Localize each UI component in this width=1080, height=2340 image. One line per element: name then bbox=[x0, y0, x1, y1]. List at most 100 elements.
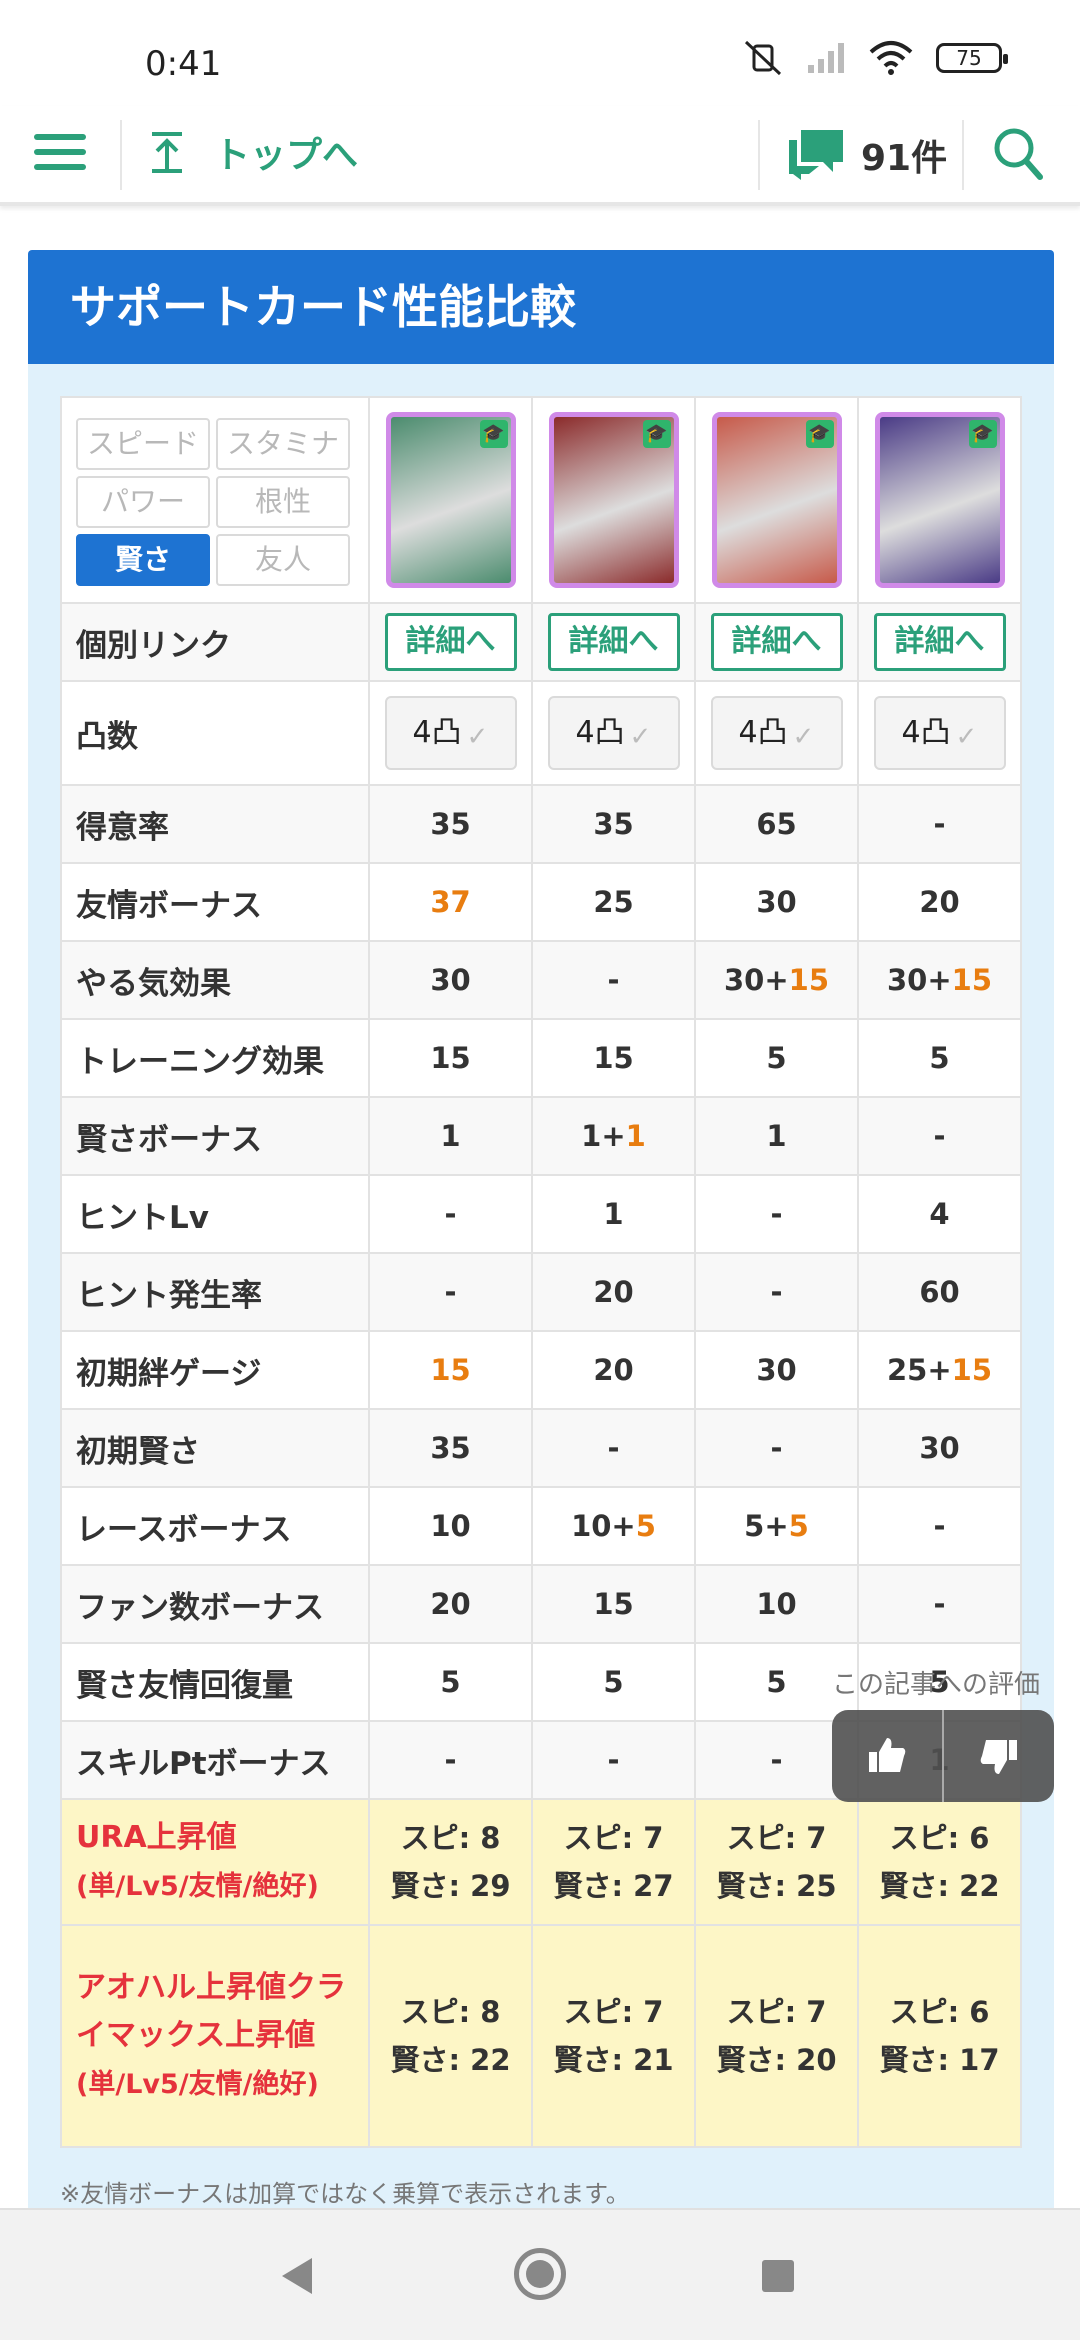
article-title: サポートカード性能比較 bbox=[28, 250, 1054, 364]
wisdom-value: 賢さ: 29 bbox=[390, 1869, 511, 1903]
limit-break-select[interactable]: 4凸 bbox=[547, 696, 680, 772]
thumbs-down-button[interactable] bbox=[944, 1710, 1054, 1802]
value-base: - bbox=[607, 1431, 620, 1465]
stat-value: - bbox=[694, 1408, 859, 1488]
stat-row: 初期絆ゲージ 15 20 30 25+15 bbox=[60, 1330, 1022, 1410]
value-base: 30+ bbox=[886, 963, 952, 997]
detail-button[interactable]: 詳細へ bbox=[384, 613, 517, 671]
thumbs-up-button[interactable] bbox=[832, 1710, 944, 1802]
wisdom-value: 賢さ: 25 bbox=[716, 1869, 837, 1903]
to-top-link[interactable]: トップへ bbox=[150, 126, 358, 178]
stat-value: 4 bbox=[857, 1174, 1022, 1254]
filter-button[interactable]: スタミナ bbox=[216, 418, 350, 470]
stat-value: 10+5 bbox=[531, 1486, 696, 1566]
stat-value: - bbox=[531, 1408, 696, 1488]
stat-row: 初期賢さ 35 - - 30 bbox=[60, 1408, 1022, 1488]
comparison-panel: スピード スタミナ パワー 根性 賢さ 友人 🎓 🎓 🎓 🎓 個別リンク 詳細へ 詳細へ … bbox=[28, 364, 1054, 2314]
speed-value: スピ: 7 bbox=[726, 1821, 827, 1855]
value-base: 1 bbox=[440, 1119, 461, 1153]
value-base: 60 bbox=[919, 1275, 960, 1309]
stat-value: 20 bbox=[368, 1564, 533, 1644]
rating-widget bbox=[832, 1710, 1054, 1802]
value-base: - bbox=[444, 1275, 457, 1309]
stat-value: 5 bbox=[368, 1642, 533, 1722]
thumbs-up-icon bbox=[869, 1738, 906, 1772]
link-row: 個別リンク 詳細へ 詳細へ 詳細へ 詳細へ bbox=[60, 602, 1022, 682]
to-top-label: トップへ bbox=[214, 135, 359, 176]
value-base: 25+ bbox=[886, 1353, 952, 1387]
value-base: 5 bbox=[603, 1665, 624, 1699]
stat-value: 30 bbox=[368, 940, 533, 1020]
value-base: - bbox=[933, 1119, 946, 1153]
value-base: 5 bbox=[929, 1041, 950, 1075]
value-base: - bbox=[933, 1509, 946, 1543]
speed-value: スピ: 6 bbox=[889, 1821, 990, 1855]
row-label: 得意率 bbox=[60, 784, 370, 864]
graduation-cap-icon: 🎓 bbox=[479, 420, 508, 448]
card-cell[interactable]: 🎓 bbox=[368, 396, 533, 604]
value-base: 5 bbox=[766, 1041, 787, 1075]
card-image-3[interactable]: 🎓 bbox=[711, 412, 842, 588]
back-icon[interactable] bbox=[282, 2258, 312, 2294]
wisdom-value: 賢さ: 22 bbox=[390, 2043, 511, 2077]
filter-button[interactable]: 賢さ bbox=[76, 534, 210, 586]
stat-value: 65 bbox=[694, 784, 859, 864]
card-image-4[interactable]: 🎓 bbox=[874, 412, 1005, 588]
stat-value: - bbox=[531, 940, 696, 1020]
filter-button[interactable]: パワー bbox=[76, 476, 210, 528]
card-header-row: スピード スタミナ パワー 根性 賢さ 友人 🎓 🎓 🎓 🎓 bbox=[60, 396, 1022, 604]
stat-value: 1 bbox=[368, 1096, 533, 1176]
wisdom-value: 賢さ: 21 bbox=[553, 2043, 674, 2077]
value-bonus: 15 bbox=[788, 963, 829, 997]
value-base: 25 bbox=[593, 885, 634, 919]
stat-value: 35 bbox=[531, 784, 696, 864]
card-image-1[interactable]: 🎓 bbox=[385, 412, 516, 588]
comparison-table: スピード スタミナ パワー 根性 賢さ 友人 🎓 🎓 🎓 🎓 個別リンク 詳細へ 詳細へ … bbox=[60, 396, 1022, 2148]
card-cell[interactable]: 🎓 bbox=[857, 396, 1022, 604]
row-label: 初期絆ゲージ bbox=[60, 1330, 370, 1410]
value-base: 10 bbox=[756, 1587, 797, 1621]
graduation-cap-icon: 🎓 bbox=[642, 420, 671, 448]
speed-value: スピ: 7 bbox=[563, 1821, 664, 1855]
stat-value: - bbox=[857, 1486, 1022, 1566]
stat-value: 20 bbox=[857, 862, 1022, 942]
card-image-2[interactable]: 🎓 bbox=[548, 412, 679, 588]
stat-value: - bbox=[694, 1720, 859, 1800]
comment-icon bbox=[789, 130, 843, 180]
detail-button[interactable]: 詳細へ bbox=[710, 613, 843, 671]
stat-row: ファン数ボーナス 20 15 10 - bbox=[60, 1564, 1022, 1644]
limit-break-select[interactable]: 4凸 bbox=[384, 696, 517, 772]
value-base: 20 bbox=[593, 1275, 634, 1309]
row-label: 賢さ友情回復量 bbox=[60, 1642, 370, 1722]
stat-value: 60 bbox=[857, 1252, 1022, 1332]
filter-button[interactable]: スピード bbox=[76, 418, 210, 470]
detail-button[interactable]: 詳細へ bbox=[547, 613, 680, 671]
limit-break-select[interactable]: 4凸 bbox=[873, 696, 1006, 772]
row-label: 個別リンク bbox=[60, 602, 370, 682]
stat-row: 得意率 35 35 65 - bbox=[60, 784, 1022, 864]
card-cell[interactable]: 🎓 bbox=[531, 396, 696, 604]
comments-link[interactable]: 91件 bbox=[787, 128, 947, 182]
menu-icon[interactable] bbox=[34, 134, 86, 174]
value-base: 30 bbox=[756, 885, 797, 919]
row-label: レースボーナス bbox=[60, 1486, 370, 1566]
ura-value: スピ: 7 賢さ: 25 bbox=[694, 1798, 859, 1926]
value-base: 10+ bbox=[571, 1509, 636, 1543]
ura-row: URA上昇値 (単/Lv5/友情/絶好) スピ: 8 賢さ: 29 スピ: 7 賢さ: 2… bbox=[60, 1798, 1022, 1926]
value-base: - bbox=[444, 1197, 457, 1231]
recent-apps-icon[interactable] bbox=[762, 2260, 794, 2292]
stat-value: 20 bbox=[531, 1252, 696, 1332]
home-icon[interactable] bbox=[514, 2248, 566, 2300]
search-icon[interactable] bbox=[992, 126, 1044, 186]
ura-value: スピ: 8 賢さ: 29 bbox=[368, 1798, 533, 1926]
aohal-label-cell: アオハル上昇値クライマックス上昇値 (単/Lv5/友情/絶好) bbox=[60, 1924, 370, 2148]
detail-button[interactable]: 詳細へ bbox=[873, 613, 1006, 671]
limit-break-select[interactable]: 4凸 bbox=[710, 696, 843, 772]
card-cell[interactable]: 🎓 bbox=[694, 396, 859, 604]
wisdom-value: 賢さ: 27 bbox=[553, 1869, 674, 1903]
value-bonus: 5 bbox=[788, 1509, 809, 1543]
filter-button[interactable]: 友人 bbox=[216, 534, 350, 586]
row-label: スキルPtボーナス bbox=[60, 1720, 370, 1800]
value-base: 35 bbox=[430, 1431, 471, 1465]
filter-button[interactable]: 根性 bbox=[216, 476, 350, 528]
